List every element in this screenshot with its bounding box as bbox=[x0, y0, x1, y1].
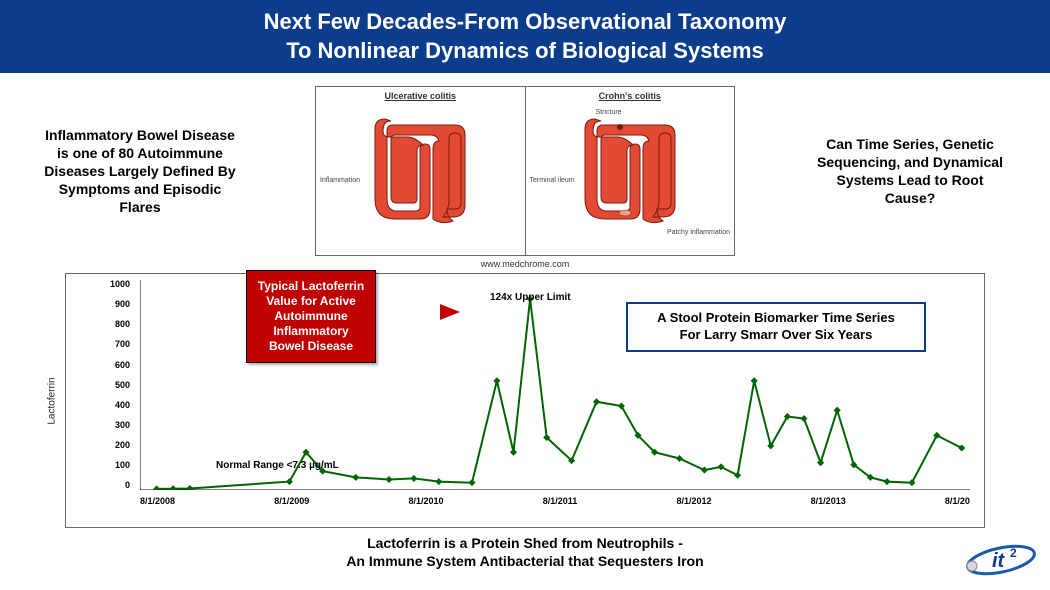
x-tick: 8/1/2012 bbox=[676, 496, 711, 506]
x-tick: 8/1/2008 bbox=[140, 496, 175, 506]
colon-left-icon bbox=[365, 109, 475, 229]
logo: it 2 bbox=[964, 540, 1038, 580]
y-ticks: 0 100 200 300 400 500 600 700 800 900 1000 bbox=[96, 280, 130, 490]
medical-diagram: Ulcerative colitis Inflammation Crohn's … bbox=[315, 86, 735, 256]
header-line1: Next Few Decades-From Observational Taxo… bbox=[20, 8, 1030, 37]
y-tick: 800 bbox=[96, 320, 130, 329]
caption-line2: An Immune System Antibacterial that Sequ… bbox=[0, 552, 1050, 570]
y-tick: 900 bbox=[96, 300, 130, 309]
y-tick: 600 bbox=[96, 361, 130, 370]
y-tick: 200 bbox=[96, 441, 130, 450]
y-axis-label: Lactoferrin bbox=[47, 377, 58, 424]
chart-area: Lactoferrin 0100200300400500600700800900… bbox=[65, 273, 985, 528]
upper-limit-label: 124x Upper Limit bbox=[490, 292, 571, 303]
blue-box-line2: For Larry Smarr Over Six Years bbox=[638, 327, 914, 344]
y-tick: 700 bbox=[96, 340, 130, 349]
x-tick: 8/1/2010 bbox=[408, 496, 443, 506]
blue-box-line1: A Stool Protein Biomarker Time Series bbox=[638, 310, 914, 327]
ann-patchy: Patchy inflammation bbox=[667, 229, 730, 236]
y-tick: 0 bbox=[96, 481, 130, 490]
caption: Lactoferrin is a Protein Shed from Neutr… bbox=[0, 534, 1050, 570]
y-tick: 400 bbox=[96, 401, 130, 410]
ann-terminal-ileum: Terminal ileum bbox=[530, 177, 575, 184]
y-tick: 500 bbox=[96, 381, 130, 390]
diagram-left-label: Ulcerative colitis bbox=[384, 87, 456, 103]
diagram-left-panel: Ulcerative colitis Inflammation bbox=[316, 87, 525, 255]
normal-range-label: Normal Range <7.3 µg/mL bbox=[216, 460, 339, 471]
red-arrow-icon bbox=[380, 300, 460, 324]
caption-line1: Lactoferrin is a Protein Shed from Neutr… bbox=[0, 534, 1050, 552]
header-line2: To Nonlinear Dynamics of Biological Syst… bbox=[20, 37, 1030, 66]
x-tick: 8/1/20 bbox=[945, 496, 970, 506]
slide-header: Next Few Decades-From Observational Taxo… bbox=[0, 0, 1050, 73]
blue-callout-box: A Stool Protein Biomarker Time Series Fo… bbox=[626, 302, 926, 352]
colon-right-icon bbox=[575, 109, 685, 229]
x-tick: 8/1/2013 bbox=[811, 496, 846, 506]
y-tick: 1000 bbox=[96, 280, 130, 289]
x-tick: 8/1/2009 bbox=[274, 496, 309, 506]
y-tick: 100 bbox=[96, 461, 130, 470]
diagram-right-panel: Crohn's colitis Stricture Terminal ileum… bbox=[525, 87, 735, 255]
svg-text:2: 2 bbox=[1010, 546, 1017, 560]
diagram-right-label: Crohn's colitis bbox=[599, 87, 661, 103]
x-tick: 8/1/2011 bbox=[543, 496, 578, 506]
ann-stricture: Stricture bbox=[596, 109, 622, 116]
x-ticks: 8/1/2008 8/1/2009 8/1/2010 8/1/2011 8/1/2012… bbox=[140, 496, 970, 506]
left-text-block: Inflammatory Bowel Disease is one of 80 … bbox=[40, 126, 240, 217]
red-callout-box: Typical Lactoferrin Value for Active Aut… bbox=[246, 270, 376, 363]
top-section: Inflammatory Bowel Disease is one of 80 … bbox=[0, 73, 1050, 263]
svg-text:it: it bbox=[992, 550, 1006, 572]
y-tick: 300 bbox=[96, 421, 130, 430]
right-text-block: Can Time Series, Genetic Sequencing, and… bbox=[810, 135, 1010, 208]
ann-inflammation: Inflammation bbox=[320, 177, 360, 184]
